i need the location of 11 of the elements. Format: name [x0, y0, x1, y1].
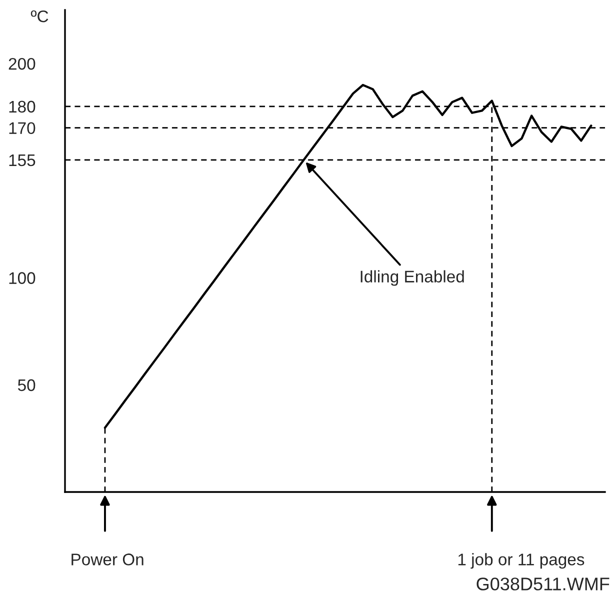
- text: Power On: [72, 554, 144, 566]
- y-tick-label: 50: [18, 379, 36, 392]
- y-tick-label: 170: [9, 122, 36, 134]
- text: 1 job or 11 pages: [458, 553, 584, 569]
- y-tick-label: 155: [9, 154, 36, 166]
- text: G038D511.WMF: [476, 578, 610, 590]
- y-tick-label: 180: [9, 100, 36, 113]
- y-axis-title: ºC: [30, 10, 48, 22]
- y-tick-label: 200: [8, 58, 36, 70]
- y-tick-label: 100: [9, 272, 36, 284]
- annotation: Idling Enabled: [360, 270, 464, 286]
